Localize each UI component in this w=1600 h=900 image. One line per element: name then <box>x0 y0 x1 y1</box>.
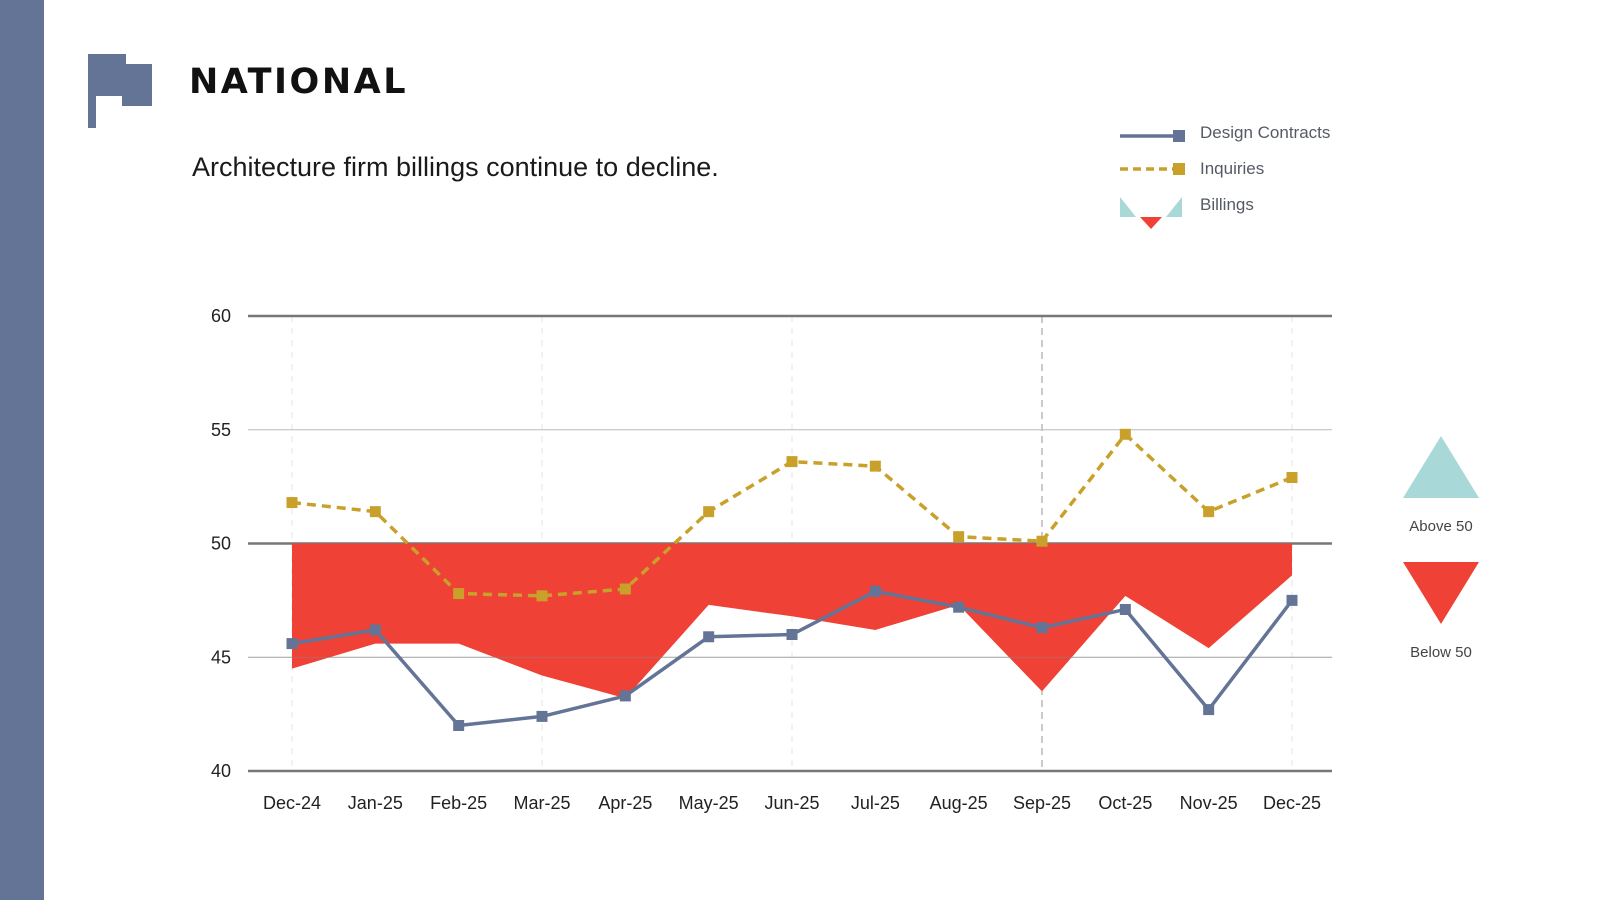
below-50-triangle-icon <box>1403 562 1479 624</box>
billings-point-mar-25 <box>541 674 544 677</box>
billings-area <box>292 543 1292 699</box>
x-tick-label-feb-25: Feb-25 <box>430 793 487 813</box>
inquiries-point-feb-25 <box>453 588 465 600</box>
flag-icon <box>88 54 152 128</box>
y-tick-label-50: 50 <box>211 534 231 554</box>
x-tick-label-may-25: May-25 <box>679 793 739 813</box>
legend-label-design-contracts: Design Contracts <box>1200 123 1331 142</box>
billings-point-dec-24 <box>291 667 294 670</box>
billings-direction-key: Above 50 Below 50 <box>1395 430 1505 661</box>
inquiries-point-dec-24 <box>286 497 298 509</box>
legend-item-design-contracts: Design Contracts <box>1116 121 1356 145</box>
billings-point-may-25 <box>707 603 710 606</box>
legend-label-billings: Billings <box>1200 195 1254 214</box>
billings-point-jun-25 <box>791 615 794 618</box>
design-contracts-point-jul-25 <box>869 585 881 597</box>
design-contracts-point-oct-25 <box>1119 603 1131 615</box>
inquiries-point-mar-25 <box>536 590 548 602</box>
design-contracts-point-may-25 <box>703 631 715 643</box>
inquiries-point-nov-25 <box>1203 506 1215 518</box>
page-title: NATIONAL <box>189 62 408 102</box>
above-50-triangle-icon <box>1403 436 1479 498</box>
design-contracts-point-feb-25 <box>453 720 465 731</box>
x-tick-label-dec-25: Dec-25 <box>1263 793 1321 813</box>
billings-point-jul-25 <box>874 628 877 631</box>
design-contracts-point-nov-25 <box>1203 704 1215 716</box>
x-tick-label-apr-25: Apr-25 <box>598 793 652 813</box>
x-tick-label-mar-25: Mar-25 <box>513 793 570 813</box>
x-tick-label-jun-25: Jun-25 <box>764 793 819 813</box>
inquiries-point-sep-25 <box>1036 535 1048 547</box>
inquiries-point-aug-25 <box>953 531 965 543</box>
above-50-label: Above 50 <box>1409 518 1473 535</box>
x-tick-label-nov-25: Nov-25 <box>1180 793 1238 813</box>
design-contracts-point-aug-25 <box>953 601 965 613</box>
chart-legend: Design Contracts Inquiries Billings <box>1116 121 1356 231</box>
legend-label-inquiries: Inquiries <box>1200 159 1265 178</box>
page-subtitle: Architecture firm billings continue to d… <box>192 152 719 182</box>
x-tick-label-sep-25: Sep-25 <box>1013 793 1071 813</box>
billings-point-feb-25 <box>457 642 460 645</box>
y-tick-label-55: 55 <box>211 420 231 440</box>
x-tick-label-aug-25: Aug-25 <box>930 793 988 813</box>
x-tick-label-jul-25: Jul-25 <box>851 793 900 813</box>
inquiries-point-jan-25 <box>369 506 381 518</box>
left-accent-bar <box>0 0 44 900</box>
design-contracts-point-dec-25 <box>1286 594 1298 606</box>
billings-point-nov-25 <box>1207 647 1210 650</box>
legend-item-inquiries: Inquiries <box>1116 157 1356 181</box>
x-tick-label-oct-25: Oct-25 <box>1098 793 1152 813</box>
legend-swatch-design-contracts <box>1120 130 1185 142</box>
legend-swatch-inquiries <box>1120 163 1185 175</box>
billings-point-dec-25 <box>1291 574 1294 577</box>
x-tick-label-dec-24: Dec-24 <box>263 793 321 813</box>
y-tick-label-40: 40 <box>211 761 231 781</box>
inquiries-point-oct-25 <box>1119 428 1131 440</box>
design-contracts-point-jan-25 <box>369 624 381 636</box>
inquiries-point-may-25 <box>703 506 715 518</box>
below-50-label: Below 50 <box>1410 644 1472 661</box>
design-contracts-point-sep-25 <box>1036 622 1048 634</box>
billings-point-jan-25 <box>374 642 377 645</box>
design-contracts-point-apr-25 <box>619 690 631 702</box>
billings-point-sep-25 <box>1041 690 1044 693</box>
design-contracts-point-jun-25 <box>786 629 798 640</box>
inquiries-point-apr-25 <box>619 583 631 595</box>
legend-item-billings: Billings <box>1116 193 1356 229</box>
design-contracts-point-dec-24 <box>286 638 298 650</box>
inquiries-point-jun-25 <box>786 456 798 468</box>
inquiries-point-jul-25 <box>869 460 881 472</box>
x-tick-label-jan-25: Jan-25 <box>348 793 403 813</box>
inquiries-point-dec-25 <box>1286 472 1298 484</box>
legend-swatch-billings <box>1120 197 1182 229</box>
design-contracts-point-mar-25 <box>536 710 548 722</box>
y-tick-label-45: 45 <box>211 647 231 667</box>
billings-point-oct-25 <box>1124 594 1127 597</box>
y-tick-label-60: 60 <box>211 306 231 326</box>
